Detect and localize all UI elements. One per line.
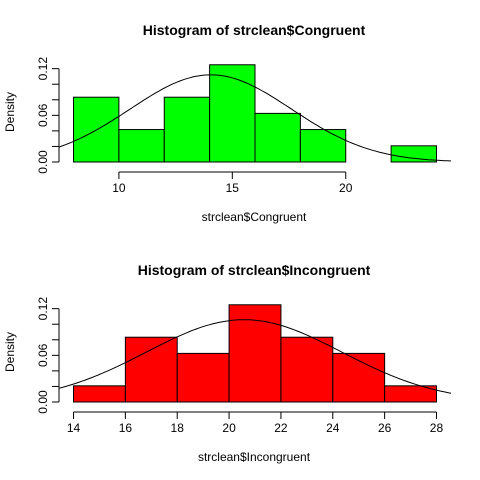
histogram-bar	[280, 336, 334, 403]
x-axis-label: strclean$Congruent	[202, 210, 307, 224]
x-tick-label: 18	[171, 421, 185, 435]
density-curve-group	[58, 319, 452, 394]
histogram-bars	[73, 64, 437, 163]
y-axis: 0.00 0.06 0.12	[36, 297, 60, 414]
x-tick-label: 24	[326, 421, 340, 435]
histogram-bar	[254, 112, 301, 163]
y-tick-label: 0.00	[36, 390, 50, 414]
x-tick-label: 15	[226, 181, 240, 195]
histogram-bar	[384, 385, 437, 403]
x-axis: 10 15 20	[112, 171, 353, 195]
y-tick-label: 0.12	[36, 57, 50, 81]
y-tick-label: 0.12	[36, 297, 50, 321]
y-axis-label: Density	[3, 92, 17, 132]
x-axis: 14 16 18 20 22 24 26 28	[67, 411, 444, 435]
chart-title: Histogram of strclean$Congruent	[143, 22, 366, 38]
x-tick-label: 14	[67, 421, 81, 435]
histogram-bar	[73, 385, 126, 403]
histogram-bar	[209, 64, 256, 163]
histogram-bar	[163, 96, 211, 163]
density-curve	[58, 74, 452, 162]
histogram-bar	[124, 336, 178, 403]
x-tick-label: 28	[430, 421, 444, 435]
congruent-histogram-panel: Histogram of strclean$Congruent strclean…	[3, 22, 452, 224]
y-tick-label: 0.00	[36, 150, 50, 174]
y-axis-label: Density	[3, 332, 17, 372]
y-axis: 0.00 0.06 0.12	[36, 57, 60, 174]
histogram-bars	[73, 304, 437, 403]
histogram-bar	[390, 145, 437, 163]
histogram-bar	[176, 352, 230, 403]
x-tick-label: 20	[222, 421, 236, 435]
chart-title: Histogram of strclean$Incongruent	[138, 262, 371, 278]
x-tick-label: 16	[119, 421, 133, 435]
x-axis-label: strclean$Incongruent	[198, 450, 311, 464]
x-tick-label: 10	[112, 181, 126, 195]
histogram-bar	[299, 129, 347, 163]
x-tick-label: 20	[339, 181, 353, 195]
histogram-bar	[332, 352, 386, 403]
histogram-bar	[228, 304, 282, 403]
density-curve-group	[58, 74, 452, 162]
histogram-bar	[118, 129, 165, 163]
incongruent-histogram-panel: Histogram of strclean$Incongruent strcle…	[3, 262, 452, 464]
y-tick-label: 0.06	[36, 343, 50, 367]
x-tick-label: 26	[378, 421, 392, 435]
y-tick-label: 0.06	[36, 103, 50, 127]
x-tick-label: 22	[274, 421, 288, 435]
density-curve	[58, 319, 452, 394]
